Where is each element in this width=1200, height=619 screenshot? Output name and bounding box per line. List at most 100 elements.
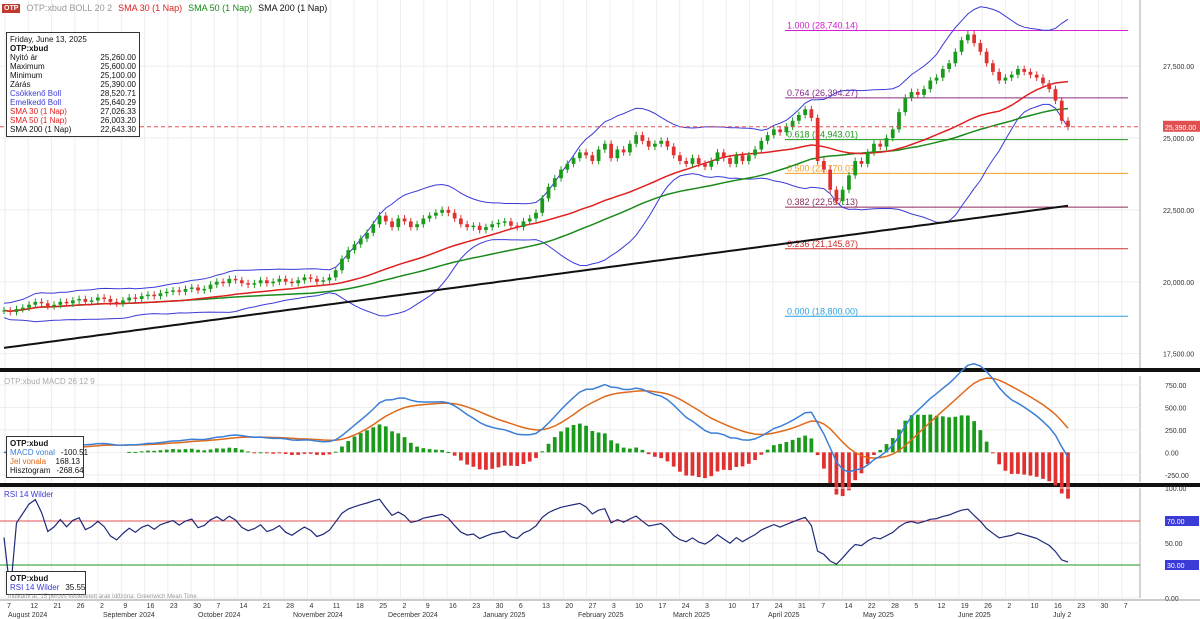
macd-row-value: -268.64 [56,466,84,475]
x-tick-label: 19 [961,603,969,610]
macd-hist-bar [214,448,219,453]
candle-body [1053,89,1058,101]
candle-body [333,270,338,278]
macd-hist-bar [346,441,351,453]
info-row-label: Csökkenő Boll [10,89,62,98]
macd-hist-bar [784,442,789,453]
macd-hist-bar [502,452,507,466]
macd-hist-bar [302,452,307,454]
macd-hist-bar [352,436,357,453]
info-symbol: OTP:xbud [10,44,49,53]
candle-body [233,278,238,281]
candle-body [584,152,588,156]
macd-hist-bar [534,452,538,459]
candle-body [684,161,689,164]
macd-hist-bar [1047,452,1052,482]
macd-hist-bar [258,452,263,454]
macd-hist-bar [189,448,194,453]
candle-body [471,225,476,228]
macd-hist-bar [965,415,970,453]
price-tick-label: 22,500.00 [1163,208,1194,215]
macd-hist-bar [321,452,326,456]
x-tick-label: 7 [7,603,11,610]
candle-body [33,301,38,305]
macd-hist-bar [734,452,739,467]
macd-hist-bar [471,452,476,467]
macd-hist-bar [146,450,150,453]
candle-body [865,152,870,164]
macd-hist-bar [152,450,157,453]
macd-row-value: 168.13 [55,457,80,466]
fib-label: 0.236 (21,145.87) [787,239,858,249]
info-row-label: Nyitó ár [10,53,38,62]
candle-body [290,281,294,284]
macd-hist-bar [1034,452,1039,477]
candle-body [659,140,664,144]
info-row-label: SMA 200 (1 Nap) [10,125,72,134]
x-tick-label: 7 [821,603,825,610]
candle-body [446,209,451,213]
macd-hist-bar [308,452,313,454]
macd-hist-bar [164,449,169,453]
candle-body [746,155,751,161]
x-tick-label: 17 [658,603,666,610]
candle-body [903,97,908,113]
info-row-label: Maximum [10,62,45,71]
candle-body [402,218,407,222]
candle-body [52,304,56,307]
x-month-label: December 2024 [388,612,438,619]
candle-body [308,277,313,279]
x-tick-label: 21 [263,603,271,610]
info-row-value: 22,643.30 [100,125,136,134]
macd-hist-bar [746,452,751,464]
x-tick-label: 13 [542,603,550,610]
macd-hist-bar [515,452,520,466]
macd-hist-bar [540,451,545,453]
candle-body [1041,77,1045,84]
candle-body [171,290,175,292]
price-tick-label: 25,000.00 [1163,136,1194,143]
macd-hist-bar [859,452,864,474]
macd-hist-bar [527,452,532,462]
macd-info-box: OTP:xbud MACD vonal -100.51 Jel vonala 168.… [6,436,88,478]
x-month-label: March 2025 [673,612,710,619]
candle-body [753,149,757,156]
footer-note: Indikatív ár, 15 perces késleltetett ára… [8,594,197,600]
candle-body [352,244,357,251]
x-month-label: May 2025 [863,612,894,619]
x-month-label: August 2024 [8,612,47,619]
fib-label: 0.000 (18,800.00) [787,306,858,316]
candle-body [321,280,326,282]
candle-body [202,288,207,291]
candle-body [934,77,939,81]
candle-body [621,149,626,153]
candle-body [521,221,526,228]
macd-tick-label: 0.00 [1165,450,1179,457]
candle-body [121,300,125,304]
macd-hist-bar [646,452,651,455]
macd-hist-bar [1003,452,1008,471]
info-row: Csökkenő Boll 28,520.71 [10,89,136,98]
macd-hist-bar [459,452,463,461]
macd-hist-bar [546,443,551,453]
x-tick-label: 16 [449,603,457,610]
macd-hist-bar [1009,452,1014,474]
candle-body [797,115,801,121]
macd-row-value: -100.51 [60,448,89,457]
x-month-label: January 2025 [483,612,526,619]
macd-hist-bar [771,445,776,453]
candle-body [703,163,707,167]
candle-body [728,158,732,164]
macd-hist-bar [665,452,670,462]
macd-hist-bar [433,449,438,453]
macd-hist-bar [484,452,488,470]
candle-body [965,34,970,41]
candle-body [1022,69,1027,72]
candle-body [89,300,94,302]
candle-body [96,297,100,301]
x-tick-label: 2 [403,603,407,610]
candle-body [189,287,194,289]
candle-body [721,152,726,159]
candle-body [139,296,144,299]
